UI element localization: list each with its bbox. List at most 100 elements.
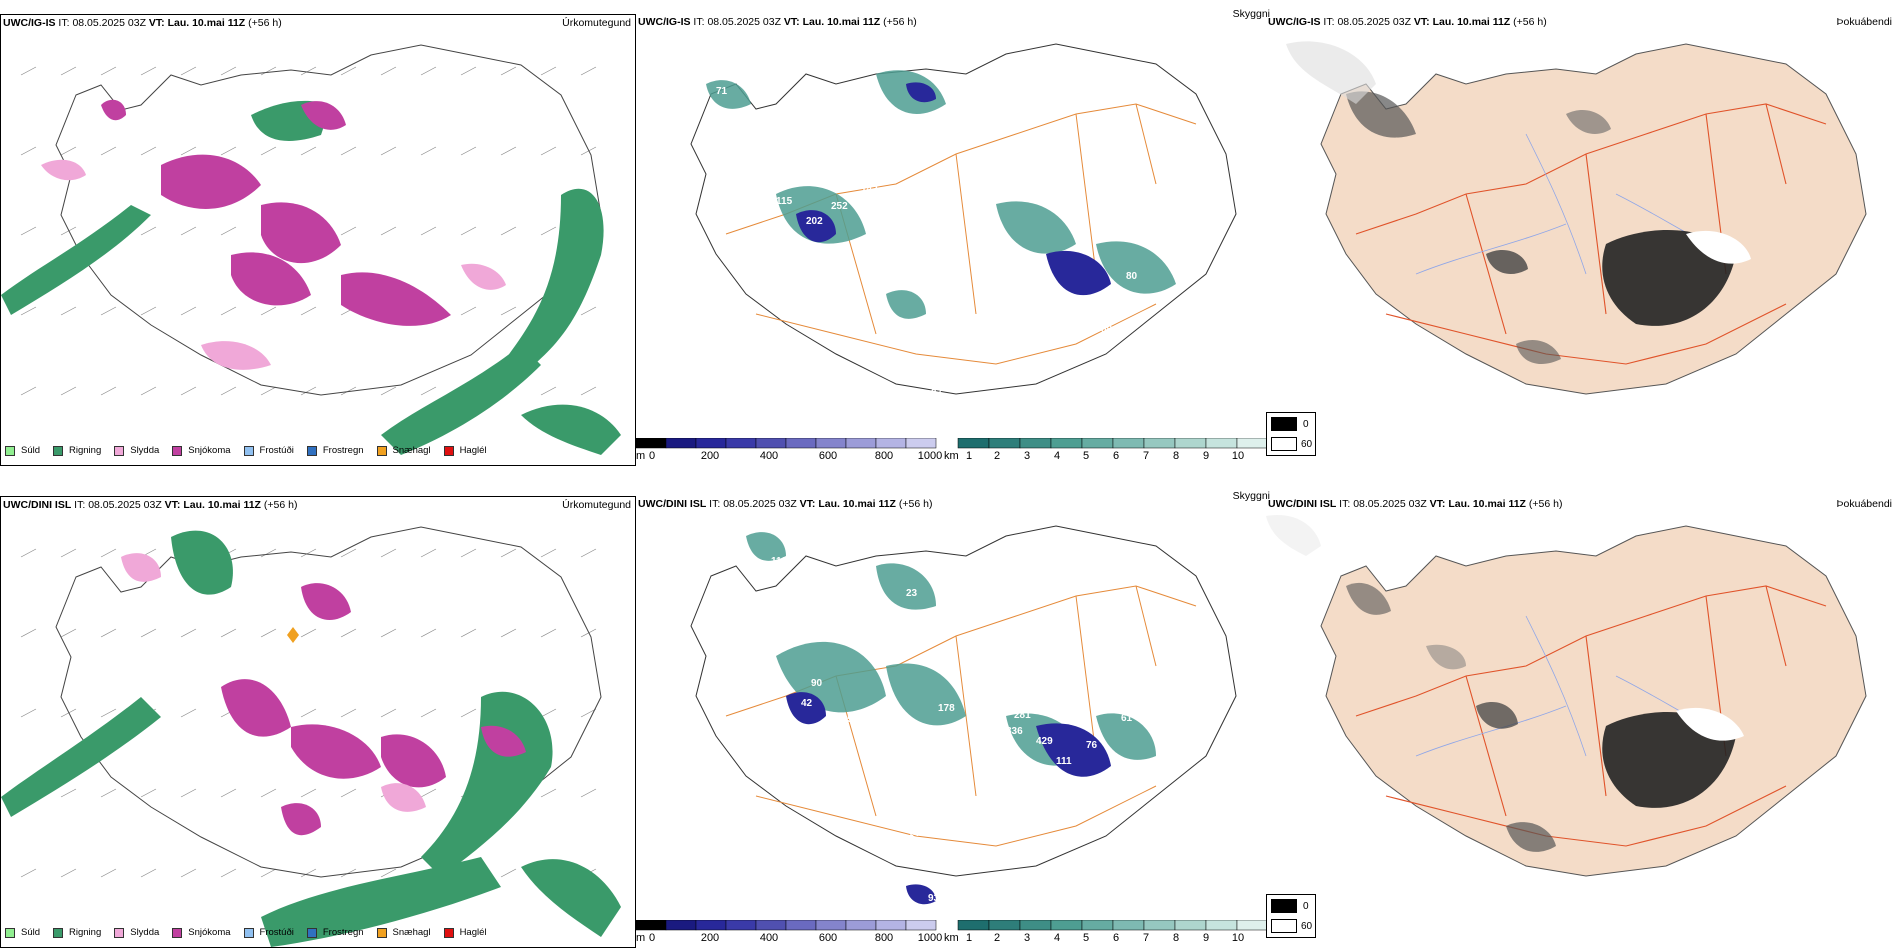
ceiling-label: 13 [1146, 693, 1158, 704]
ceiling-label: 111 [1056, 756, 1072, 767]
legend-item: Snæhagl [376, 445, 431, 456]
visibility-tick: 8 [1172, 932, 1180, 944]
legend-swatch [114, 445, 125, 456]
precip-map-canvas-top [1, 44, 621, 455]
visibility-tick: 2 [993, 450, 1001, 462]
legend-item: Súld [5, 927, 40, 938]
ceiling-colorbar-strip [636, 920, 1269, 931]
ceiling-label: 61 [1121, 713, 1133, 724]
legend-item: Haglél [443, 927, 487, 938]
ceiling-label: 89 [1101, 324, 1113, 335]
fog-map-top: UWC/IG-IS IT: 08.05.2025 03Z VT: Lau. 10… [1266, 14, 1900, 466]
ceiling-label: 71 [716, 86, 728, 97]
ceiling-label: 99 [726, 596, 738, 607]
field-name-precip-type: Úrkomutegund [562, 499, 631, 511]
ceiling-tick: 400 [759, 932, 779, 944]
ceiling-label: 76 [1086, 740, 1098, 751]
fog-label-low: 60 [1301, 439, 1313, 450]
visibility-tick: 10 [1231, 932, 1245, 944]
legend-item: Súld [5, 445, 40, 456]
fog-legend: 0 60 [1266, 894, 1316, 938]
ceiling-tick: 800 [874, 450, 894, 462]
visibility-unit: km [944, 932, 959, 944]
panel-header: UWC/IG-IS IT: 08.05.2025 03Z VT: Lau. 10… [638, 16, 917, 28]
legend-swatch [243, 927, 254, 938]
legend-item: Slydda [114, 445, 159, 456]
ceiling-label: 57 [1056, 324, 1068, 335]
legend-item: Haglél [443, 445, 487, 456]
legend-swatch [5, 445, 15, 456]
visibility-tick: 3 [1023, 932, 1031, 944]
legend-swatch [306, 927, 317, 938]
ceiling-label: 131 [1036, 311, 1053, 322]
visibility-tick: 8 [1172, 450, 1180, 462]
ceiling-label: 83 [791, 254, 803, 265]
visibility-tick: 9 [1202, 450, 1210, 462]
ceiling-colorbar: m 0 200 400 600 800 1000 km 1 2 3 4 5 6 … [636, 920, 1272, 948]
legend-item: Rigning [53, 445, 101, 456]
ceiling-visibility-map-bottom: 119 99 23 24 90 42 135 178 61 281 836 42… [636, 490, 1272, 948]
legend-item: Rigning [53, 927, 101, 938]
ceiling-label: 429 [1036, 736, 1053, 747]
legend-swatch [443, 927, 454, 938]
precip-legend: Súld Rigning Slydda Snjókoma Frostúði Fr… [5, 445, 500, 456]
visibility-tick: 9 [1202, 932, 1210, 944]
ceiling-label: 176 [1016, 266, 1033, 277]
legend-item: Snjókoma [172, 927, 231, 938]
ceiling-tick: 0 [648, 932, 656, 944]
fog-legend: 0 60 [1266, 412, 1316, 456]
ceiling-label: 42 [801, 698, 813, 709]
visibility-tick: 1 [965, 932, 973, 944]
ceiling-label: 126 [866, 268, 883, 279]
fog-swatch-low [1271, 919, 1297, 933]
ceiling-label: 14 [908, 828, 920, 839]
ceiling-label: 93 [928, 893, 940, 904]
ceiling-label: 86 [911, 341, 923, 352]
legend-swatch [443, 445, 454, 456]
visibility-tick: 4 [1053, 932, 1061, 944]
legend-swatch [376, 927, 387, 938]
visibility-tick: 7 [1142, 932, 1150, 944]
ceiling-unit: m [636, 932, 646, 944]
field-name-fog: Þokuábendi [1836, 16, 1892, 28]
legend-swatch [5, 927, 15, 938]
ceiling-label: 142 [861, 184, 878, 195]
ceiling-label: 93 [1016, 756, 1028, 767]
ceiling-label: 332 [992, 756, 1009, 767]
precip-type-map-top: UWC/IG-IS IT: 08.05.2025 03Z VT: Lau. 10… [0, 14, 636, 466]
legend-item: Snæhagl [376, 927, 431, 938]
ceiling-visibility-map-top: 71 336 60 266 142 115 252 202 56 83 70 1… [636, 8, 1272, 466]
legend-item: Frostúði [243, 927, 294, 938]
ceiling-label: 41 [926, 298, 938, 309]
ceiling-label: 60 [886, 151, 898, 162]
fog-map-bottom: UWC/DINI ISL IT: 08.05.2025 03Z VT: Lau.… [1266, 496, 1900, 948]
visibility-tick: 1 [965, 450, 973, 462]
legend-swatch [172, 927, 183, 938]
ceiling-label: 336 [936, 128, 953, 139]
ceiling-tick: 800 [874, 932, 894, 944]
visibility-tick: 10 [1231, 450, 1245, 462]
visibility-tick: 2 [993, 932, 1001, 944]
ceiling-label: 178 [938, 703, 955, 714]
panel-header: UWC/IG-IS IT: 08.05.2025 03Z VT: Lau. 10… [3, 17, 282, 29]
visibility-tick: 6 [1112, 450, 1120, 462]
ceiling-tick: 0 [648, 450, 656, 462]
panel-header: UWC/DINI ISL IT: 08.05.2025 03Z VT: Lau.… [1268, 498, 1563, 510]
ceiling-label: 24 [921, 266, 933, 277]
fog-map-canvas-top [1286, 41, 1867, 395]
ceiling-map-canvas-bottom: 119 99 23 24 90 42 135 178 61 281 836 42… [690, 525, 1237, 905]
legend-swatch [306, 445, 317, 456]
legend-swatch [172, 445, 183, 456]
ceiling-label: 24 [896, 610, 908, 621]
visibility-tick: 4 [1053, 450, 1061, 462]
ceiling-label: 119 [771, 556, 788, 567]
ceiling-label: 202 [806, 216, 823, 227]
ceiling-colorbar-strip [636, 438, 1269, 449]
panel-header: UWC/DINI ISL IT: 08.05.2025 03Z VT: Lau.… [638, 498, 933, 510]
ceiling-label: 115 [776, 196, 793, 207]
ceiling-label: 97 [931, 388, 943, 399]
legend-item: Snjókoma [172, 445, 231, 456]
visibility-tick: 5 [1082, 932, 1090, 944]
legend-item: Frostregn [306, 927, 364, 938]
fog-map-canvas-bottom [1266, 515, 1867, 877]
